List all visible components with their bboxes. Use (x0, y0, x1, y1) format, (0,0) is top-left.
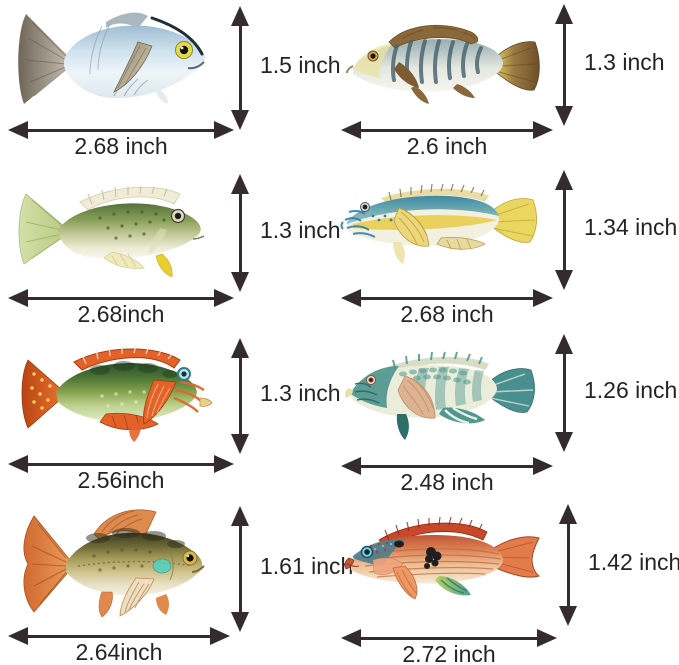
width-label: 2.68 inch (400, 301, 494, 327)
arrow-head-down (231, 434, 249, 454)
arrow-head-right (214, 289, 234, 307)
arrow-head-left (8, 121, 28, 139)
arrow-head-right (210, 627, 230, 645)
arrow-head-down (555, 106, 573, 126)
arrow-head-right (533, 457, 553, 475)
width-arrow (8, 454, 234, 474)
fish-card-striped-grunt: 2.6 inch 1.3 inch (339, 0, 679, 166)
fish-illustration-striped-grunt (346, 24, 540, 104)
width-arrow (8, 120, 234, 140)
height-label: 1.61 inch (260, 553, 354, 579)
width-arrow (341, 628, 557, 648)
fish-illustration-green-wrasse (18, 185, 205, 278)
arrow-head-down (231, 110, 249, 130)
arrow-head-right (533, 121, 553, 139)
fish-illustration-blue-yellow-wrasse (340, 183, 537, 264)
height-label: 1.3 inch (260, 217, 341, 243)
fish-card-teal-banded-wrasse: 2.48 inch 1.26 inch (339, 332, 679, 498)
height-arrow (230, 6, 250, 130)
width-label: 2.68inch (77, 301, 165, 327)
arrow-head-up (231, 6, 249, 26)
height-arrow (554, 334, 574, 452)
arrow-head-up (555, 334, 573, 354)
height-arrow (554, 4, 574, 126)
arrow-head-right (214, 455, 234, 473)
width-label: 2.64inch (75, 639, 163, 665)
arrow-head-left (341, 629, 361, 647)
arrow-head-up (559, 504, 577, 524)
arrow-head-down (555, 432, 573, 452)
fish-illustration-blue-pompano (18, 12, 205, 104)
width-label: 2.72 inch (402, 641, 496, 665)
arrow-head-up (231, 506, 249, 526)
arrow-head-up (555, 170, 573, 190)
arrow-head-left (8, 627, 28, 645)
fish-card-orange-green-parrotfish: 2.56inch 1.3 inch (0, 332, 341, 498)
width-label: 2.6 inch (406, 133, 488, 159)
height-label: 1.42 inch (588, 549, 679, 575)
height-label: 1.3 inch (584, 49, 665, 75)
arrow-head-left (8, 455, 28, 473)
fish-illustration-teal-banded-wrasse (345, 351, 535, 440)
arrow-head-down (555, 270, 573, 290)
arrow-head-left (8, 289, 28, 307)
height-arrow (230, 174, 250, 292)
arrow-head-down (231, 272, 249, 292)
width-label: 2.68 inch (74, 133, 168, 159)
fish-card-red-snapper: 2.72 inch 1.42 inch (339, 498, 679, 665)
fish-card-green-wrasse: 2.68inch 1.3 inch (0, 166, 341, 332)
fish-card-crucian-carp: 2.64inch 1.61 inch (0, 498, 353, 665)
arrow-head-right (533, 289, 553, 307)
height-arrow (230, 506, 250, 632)
arrow-head-right (214, 121, 234, 139)
height-label: 1.3 inch (260, 380, 341, 406)
height-label: 1.26 inch (584, 377, 678, 403)
fish-illustration-red-snapper (344, 516, 541, 600)
height-arrow (554, 170, 574, 290)
arrow-head-up (231, 338, 249, 358)
arrow-head-right (537, 629, 557, 647)
height-label: 1.34 inch (584, 214, 678, 240)
fish-card-blue-pompano: 2.68 inch 1.5 inch (0, 0, 341, 166)
fish-illustration-orange-green-parrotfish (21, 344, 213, 442)
fish-card-blue-yellow-wrasse: 2.68 inch 1.34 inch (339, 166, 679, 332)
width-arrow (341, 288, 553, 308)
fish-illustration-crucian-carp (23, 509, 205, 618)
width-arrow (8, 288, 234, 308)
width-arrow (341, 120, 553, 140)
arrow-head-left (341, 289, 361, 307)
height-label: 1.5 inch (260, 52, 341, 78)
arrow-head-down (231, 612, 249, 632)
width-label: 2.48 inch (400, 469, 494, 495)
width-arrow (8, 626, 230, 646)
width-arrow (341, 456, 553, 476)
arrow-head-up (555, 4, 573, 24)
arrow-head-left (341, 121, 361, 139)
arrow-head-up (231, 174, 249, 194)
height-arrow (558, 504, 578, 626)
width-label: 2.56inch (77, 467, 165, 493)
arrow-head-left (341, 457, 361, 475)
arrow-head-down (559, 606, 577, 626)
height-arrow (230, 338, 250, 454)
